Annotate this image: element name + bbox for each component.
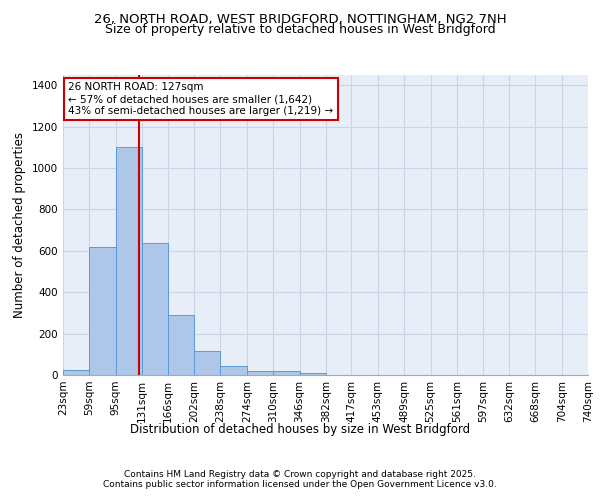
Text: Contains public sector information licensed under the Open Government Licence v3: Contains public sector information licen… — [103, 480, 497, 489]
Bar — [168, 315, 194, 375]
Bar — [142, 242, 168, 375]
Bar — [247, 371, 273, 375]
Text: 26 NORTH ROAD: 127sqm
← 57% of detached houses are smaller (1,642)
43% of semi-d: 26 NORTH ROAD: 127sqm ← 57% of detached … — [68, 82, 334, 116]
Bar — [220, 366, 247, 375]
Bar — [63, 370, 89, 375]
Y-axis label: Number of detached properties: Number of detached properties — [13, 132, 26, 318]
Text: 26, NORTH ROAD, WEST BRIDGFORD, NOTTINGHAM, NG2 7NH: 26, NORTH ROAD, WEST BRIDGFORD, NOTTINGH… — [94, 12, 506, 26]
Text: Distribution of detached houses by size in West Bridgford: Distribution of detached houses by size … — [130, 422, 470, 436]
Bar — [89, 246, 116, 375]
Bar — [194, 351, 220, 375]
Bar — [299, 373, 326, 375]
Bar — [273, 372, 299, 375]
Text: Size of property relative to detached houses in West Bridgford: Size of property relative to detached ho… — [104, 22, 496, 36]
Bar — [116, 148, 142, 375]
Text: Contains HM Land Registry data © Crown copyright and database right 2025.: Contains HM Land Registry data © Crown c… — [124, 470, 476, 479]
